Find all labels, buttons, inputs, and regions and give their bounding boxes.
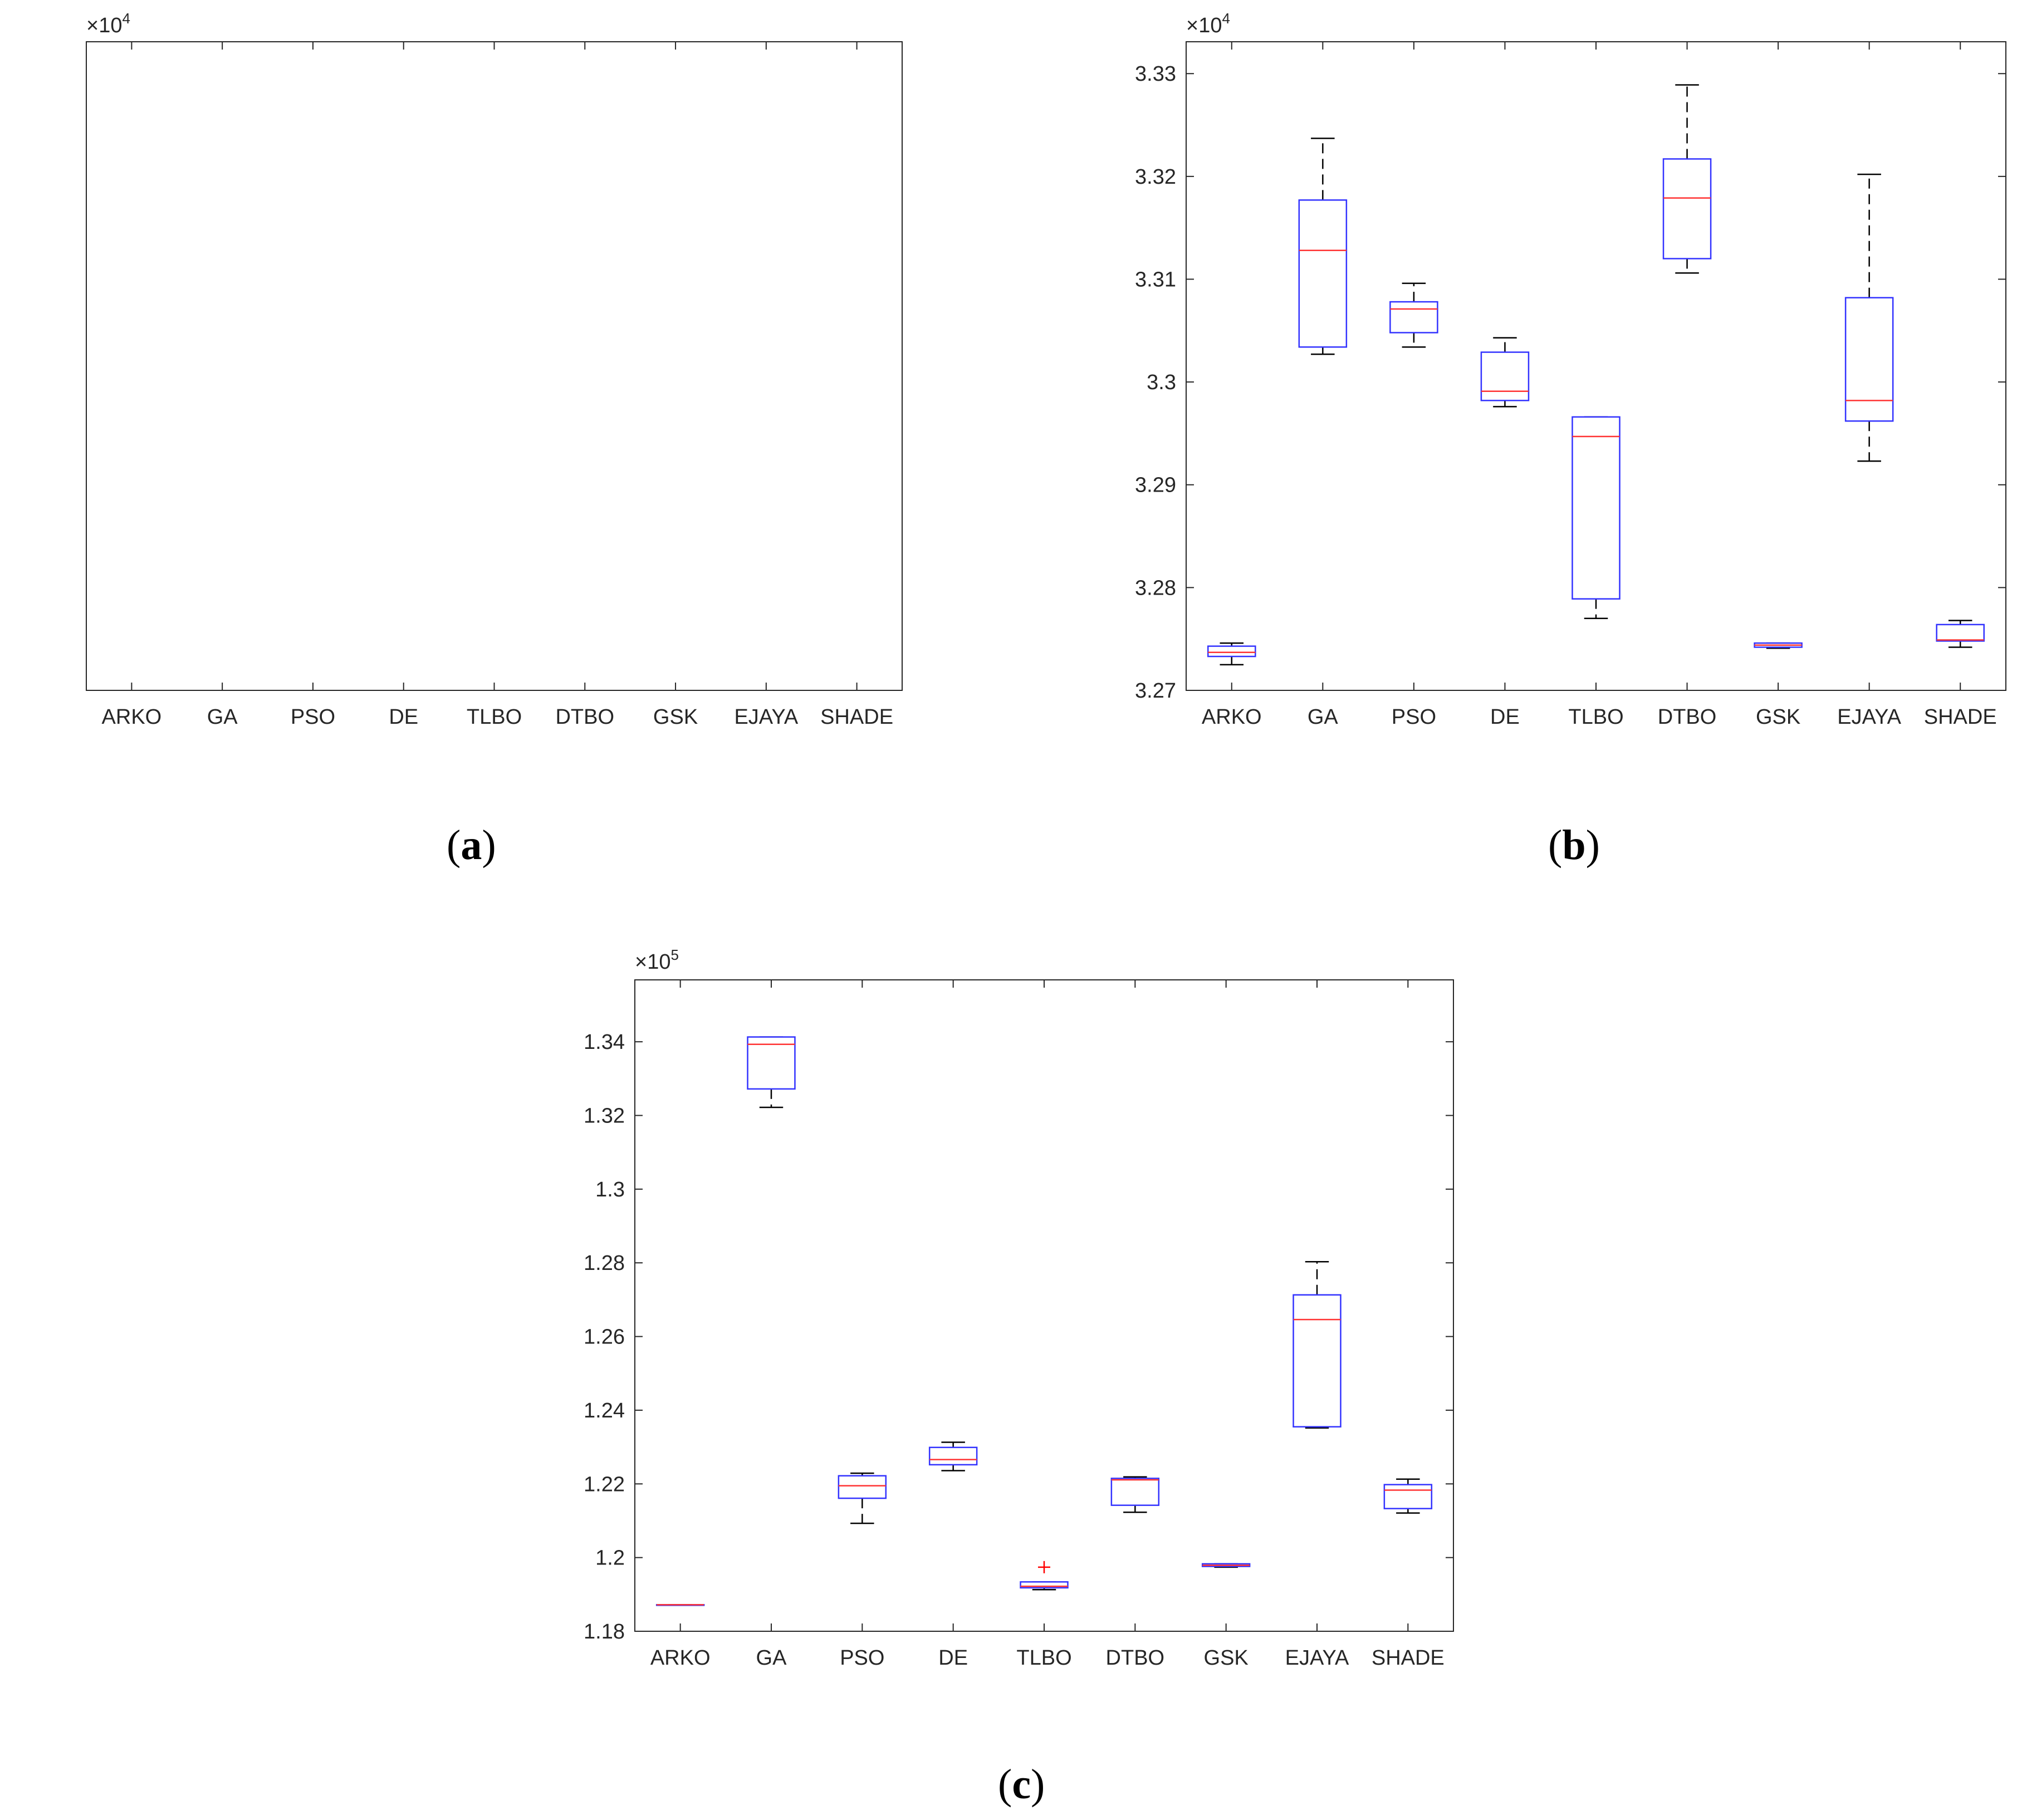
y-exponent-power: 4 [1222, 10, 1230, 27]
iqr-box [1389, 301, 1438, 333]
iqr-box [1844, 297, 1894, 422]
box-ga [1298, 138, 1348, 355]
iqr-box [1662, 158, 1712, 259]
caption-b-letter: b [1562, 822, 1586, 869]
x-tick-label: EJAYA [734, 705, 798, 729]
box-shade [1383, 1478, 1433, 1514]
iqr-box [1383, 1484, 1433, 1509]
caption-a-letter: a [461, 822, 482, 869]
boxplot-panel-c: ×105 1.18 1.2 1.22 1.24 1.26 1.28 1.3 1.32 1.34 AR… [551, 941, 1476, 1687]
x-tick-label: TLBO [1016, 1646, 1071, 1670]
y-exponent-power: 4 [122, 10, 130, 27]
x-tick-label: ARKO [650, 1646, 711, 1670]
boxplot-panel-b: ×104 3.27 3.28 3.29 3.3 3.31 3.32 3.33 ARKO GA PSO… [1075, 0, 2017, 768]
iqr-box [1110, 1478, 1160, 1506]
box-pso [838, 1472, 887, 1524]
boxplot-c-svg: ×105 1.18 1.2 1.22 1.24 1.26 1.28 1.3 1.32 1.34 AR… [584, 946, 1454, 1670]
iqr-box [1480, 351, 1530, 401]
boxplot-a-svg: ×1041.5451.5461.5471.5481.5491.551.551AR… [86, 10, 903, 729]
box-ga [747, 1036, 796, 1108]
y-tick-label: 1.3 [595, 1178, 625, 1201]
y-exponent-label: ×104 [86, 10, 130, 37]
caption-b: (b) [1548, 822, 1600, 869]
box-gsk [1754, 642, 1803, 649]
iqr-box [1298, 199, 1348, 348]
box-de [1480, 337, 1530, 408]
x-tick-label: DTBO [555, 705, 614, 729]
x-tick-label: EJAYA [1837, 705, 1901, 729]
iqr-box [1936, 624, 1985, 642]
box-shade [1936, 620, 1985, 648]
y-exponent-power: 5 [670, 946, 678, 963]
x-tick-label: DE [389, 705, 418, 729]
box-tlbo [1572, 416, 1621, 620]
y-exponent-label: ×105 [635, 946, 679, 974]
x-tick-label: DE [938, 1646, 968, 1670]
x-tick-label: GSK [1204, 1646, 1249, 1670]
y-tick-label: 1.32 [584, 1105, 625, 1128]
y-tick-label: 1.34 [584, 1031, 625, 1054]
iqr-box [1020, 1581, 1069, 1589]
x-tick-label: GA [1308, 705, 1339, 729]
iqr-box [1207, 645, 1256, 658]
x-tick-label: PSO [1392, 705, 1436, 729]
y-tick-label: 1.2 [595, 1547, 625, 1570]
y-tick-label: 1.18 [584, 1620, 625, 1644]
x-tick-label: GSK [1756, 705, 1800, 729]
outlier-marker [1038, 1561, 1050, 1573]
x-tick-label: DTBO [1658, 705, 1717, 729]
iqr-box [838, 1475, 887, 1499]
x-tick-label: TLBO [467, 705, 522, 729]
plot-frame [86, 41, 903, 691]
box-arko [1207, 642, 1256, 666]
box-dtbo [1662, 84, 1712, 274]
caption-c-letter: c [1012, 1761, 1031, 1808]
y-tick-label: 3.33 [1135, 62, 1176, 86]
x-tick-label: PSO [840, 1646, 884, 1670]
y-tick-label: 3.31 [1135, 268, 1176, 291]
x-tick-label: EJAYA [1285, 1646, 1349, 1670]
box-de [928, 1441, 978, 1471]
boxplot-panel-a: ×1041.5451.5461.5471.5481.5491.551.551AR… [0, 0, 936, 768]
x-tick-label: DTBO [1106, 1646, 1165, 1670]
y-tick-label: 1.28 [584, 1252, 625, 1275]
y-tick-label: 3.27 [1135, 679, 1176, 703]
iqr-box [1293, 1294, 1342, 1427]
caption-c: (c) [998, 1761, 1045, 1808]
box-ejaya [1844, 173, 1894, 462]
x-tick-label: SHADE [820, 705, 893, 729]
caption-a: (a) [447, 822, 496, 869]
x-tick-label: DE [1490, 705, 1520, 729]
box-gsk [1201, 1563, 1251, 1568]
iqr-box [747, 1036, 796, 1090]
x-tick-label: GA [207, 705, 238, 729]
box-dtbo [1110, 1476, 1160, 1513]
x-tick-label: ARKO [1202, 705, 1262, 729]
x-tick-label: SHADE [1372, 1646, 1445, 1670]
box-pso [1389, 282, 1438, 348]
x-tick-label: PSO [291, 705, 335, 729]
box-tlbo [1020, 1561, 1069, 1591]
x-tick-label: GA [756, 1646, 787, 1670]
y-tick-label: 1.26 [584, 1326, 625, 1349]
x-tick-label: GSK [653, 705, 698, 729]
y-tick-label: 3.29 [1135, 474, 1176, 497]
x-tick-label: SHADE [1924, 705, 1997, 729]
boxplot-b-svg: ×104 3.27 3.28 3.29 3.3 3.31 3.32 3.33 ARKO GA PSO… [1135, 10, 2006, 729]
y-tick-label: 1.22 [584, 1473, 625, 1496]
y-exponent-label: ×104 [1186, 10, 1230, 37]
y-tick-label: 3.32 [1135, 165, 1176, 189]
x-tick-label: ARKO [102, 705, 162, 729]
iqr-box [1572, 416, 1621, 600]
iqr-box [928, 1446, 978, 1466]
box-ejaya [1293, 1261, 1342, 1429]
y-tick-label: 3.28 [1135, 576, 1176, 600]
y-tick-label: 3.3 [1147, 371, 1176, 394]
y-tick-label: 1.24 [584, 1399, 625, 1422]
x-tick-label: TLBO [1568, 705, 1623, 729]
